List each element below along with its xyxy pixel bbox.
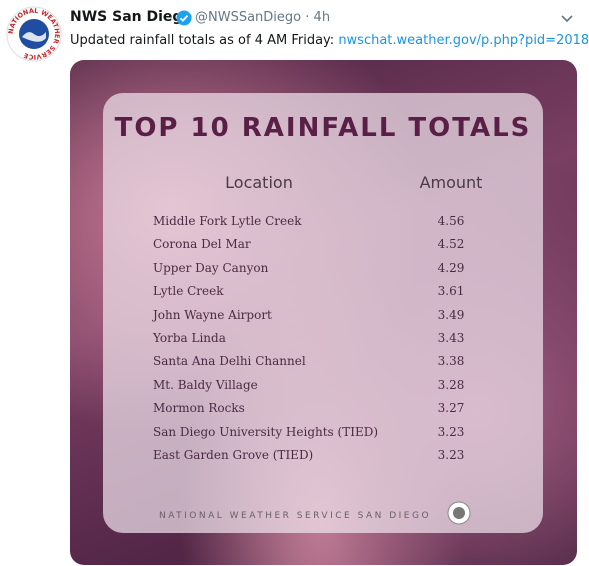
location: Mormon Rocks — [153, 401, 245, 416]
header-location: Location — [225, 173, 293, 192]
location: Mt. Baldy Village — [153, 377, 258, 392]
handle-line: @NWSSanDiego · 4h — [195, 10, 330, 25]
image-title: TOP 10 RAINFALL TOTALS — [114, 113, 532, 143]
time[interactable]: 4h — [313, 10, 331, 25]
amount: 4.29 — [437, 260, 465, 275]
amount: 3.43 — [437, 331, 465, 345]
location: John Wayne Airport — [153, 307, 272, 322]
author-name[interactable]: NWS San Diego — [70, 9, 193, 25]
amount: 3.49 — [437, 307, 465, 322]
location: Corona Del Mar — [153, 237, 251, 252]
location: San Diego University Heights (TIED) — [153, 424, 379, 439]
amount: 4.56 — [437, 214, 465, 228]
amount: 3.23 — [437, 424, 465, 439]
tweet-text: Updated rainfall totals as of 4 AM Frida… — [70, 33, 589, 48]
menu-chevron[interactable] — [560, 14, 574, 24]
location: Middle Fork Lytle Creek — [153, 214, 302, 228]
location: Yorba Linda — [153, 331, 226, 345]
amount: 4.52 — [437, 237, 465, 252]
text: Updated rainfall totals as of 4 AM Frida… — [70, 33, 339, 48]
amount: 3.61 — [437, 284, 465, 299]
amount: 3.28 — [437, 377, 465, 392]
location: Upper Day Canyon — [153, 260, 269, 275]
footer-logo — [447, 501, 471, 525]
location: Santa Ana Delhi Channel — [153, 354, 306, 369]
location: Lytle Creek — [153, 284, 224, 299]
panel: TOP 10 RAINFALL TOTALS Location Amount M… — [103, 93, 543, 533]
amount: 3.27 — [437, 401, 465, 416]
link[interactable]: nwschat.weather.gov/p.php?pid=2018… — [338, 33, 589, 48]
image[interactable]: TOP 10 RAINFALL TOTALS Location Amount M… — [70, 60, 577, 565]
separator: · — [305, 10, 310, 25]
amount: 3.38 — [437, 354, 465, 369]
location: East Garden Grove (TIED) — [153, 448, 314, 462]
verified-badge — [176, 10, 192, 26]
amount: 3.23 — [437, 448, 465, 462]
avatar[interactable]: NATIONAL WEATHER SERVICE — [6, 6, 62, 62]
header-amount: Amount — [419, 173, 483, 192]
footer: NATIONAL WEATHER SERVICE SAN DIEGO — [158, 511, 432, 521]
handle[interactable]: @NWSSanDiego — [195, 10, 302, 25]
